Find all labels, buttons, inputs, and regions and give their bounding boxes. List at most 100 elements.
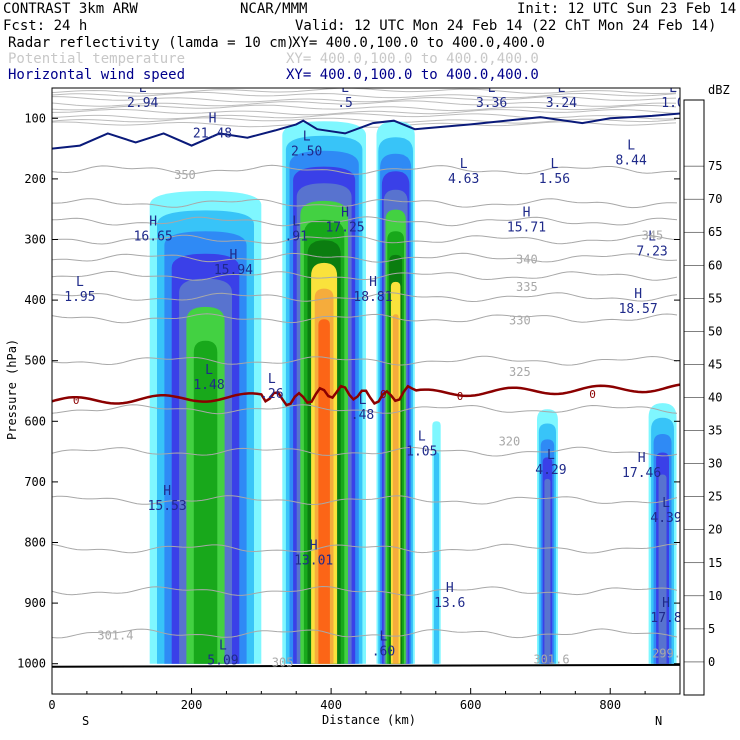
x-tick-label: 800 bbox=[599, 698, 621, 712]
cell-200-level-35 bbox=[193, 340, 218, 664]
theta-contour bbox=[52, 628, 678, 639]
theta-top-contour bbox=[52, 100, 677, 107]
extremum-type-H: H bbox=[634, 287, 642, 302]
extremum-type-H: H bbox=[163, 484, 171, 499]
theta-contour bbox=[52, 270, 678, 281]
theta-contour bbox=[52, 234, 678, 245]
header: CONTRAST 3km ARW NCAR/MMM Init: 12 UTC S… bbox=[3, 1, 736, 83]
y-tick-label: 300 bbox=[24, 233, 46, 247]
theta-labels: 350 345 340 335 330 325 320 301.4 301.6 299.6 305 bbox=[97, 168, 680, 670]
theta-contour bbox=[52, 446, 678, 457]
theta-contour bbox=[52, 355, 678, 366]
theta-contour bbox=[52, 292, 678, 303]
theta-contour bbox=[52, 313, 678, 324]
extremum-type-L: L bbox=[669, 81, 677, 96]
field-reflectivity-name: Radar reflectivity (lamda = 10 cm) bbox=[8, 35, 295, 51]
cell-490-level-50 bbox=[392, 314, 399, 664]
extremum-type-L: L bbox=[627, 139, 635, 154]
y-tick-label: 400 bbox=[24, 293, 46, 307]
colorbar-label: 15 bbox=[708, 556, 722, 570]
extremum-type-L: L bbox=[550, 157, 558, 172]
extremum-value: 2.50 bbox=[291, 145, 322, 160]
extremum-value: 17.8 bbox=[650, 611, 681, 626]
colorbar: dBZ 0 5 10 15 20 25 30 35 40 45 50 55 60 65 70 75 bbox=[683, 83, 730, 696]
colorbar-label: 0 bbox=[708, 655, 715, 669]
endpoint-left: S bbox=[82, 714, 89, 728]
extremum-type-H: H bbox=[638, 451, 646, 466]
field-wind-xy: XY= 400.0,100.0 to 400.0,400.0 bbox=[286, 67, 539, 83]
extremum-value: 17.46 bbox=[622, 466, 661, 481]
header-model: CONTRAST 3km ARW bbox=[3, 1, 138, 17]
extremum-value: 2.94 bbox=[127, 96, 158, 111]
extremum-value: .26 bbox=[260, 387, 283, 402]
theta-label: 345 bbox=[642, 229, 664, 243]
y-tick-label: 200 bbox=[24, 172, 46, 186]
cell-870-level-25 bbox=[658, 474, 667, 664]
extremum-value: .91 bbox=[284, 229, 307, 244]
extremum-value: 18.81 bbox=[353, 290, 392, 305]
extremum-value: 13.01 bbox=[294, 554, 333, 569]
field-wind-name: Horizontal wind speed bbox=[8, 67, 185, 83]
colorbar-label: 25 bbox=[708, 490, 722, 504]
extremum-value: 1.48 bbox=[193, 378, 224, 393]
colorbar-unit: dBZ bbox=[708, 83, 730, 97]
colorbar-label: 60 bbox=[708, 258, 722, 272]
theta-label: 335 bbox=[516, 280, 538, 294]
colorbar-label: 55 bbox=[708, 291, 722, 305]
axes: 100 200 300 400 500 600 700 800 900 1000 0 200 400 60… bbox=[17, 111, 680, 712]
theta-top-contour bbox=[52, 91, 677, 99]
extremum-value: 18.57 bbox=[619, 302, 658, 317]
colorbar-label: 70 bbox=[708, 192, 722, 206]
theta-top-contour bbox=[52, 117, 677, 124]
colorbar-label: 65 bbox=[708, 225, 722, 239]
freezing-level-label: 0 bbox=[73, 394, 80, 407]
theta-contours bbox=[52, 164, 678, 639]
extremum-type-L: L bbox=[380, 630, 388, 645]
extremum-value: 4.63 bbox=[448, 172, 479, 187]
extremum-type-L: L bbox=[292, 214, 300, 229]
x-tick-label: 400 bbox=[320, 698, 342, 712]
extremum-type-L: L bbox=[139, 81, 147, 96]
extremum-type-L: L bbox=[219, 639, 227, 654]
extremum-type-H: H bbox=[149, 214, 157, 229]
theta-dense-contours bbox=[52, 88, 677, 128]
colorbar-label: 40 bbox=[708, 391, 722, 405]
extremum-type-L: L bbox=[341, 81, 349, 96]
extremum-type-H: H bbox=[446, 581, 454, 596]
colorbar-label: 5 bbox=[708, 622, 715, 636]
wind-speed-contours bbox=[52, 112, 680, 150]
theta-contour bbox=[52, 585, 678, 596]
extremum-type-L: L bbox=[205, 363, 213, 378]
extremum-value: 3.36 bbox=[476, 96, 507, 111]
extremum-value: 15.53 bbox=[148, 499, 187, 514]
y-tick-label: 700 bbox=[24, 475, 46, 489]
extremum-value: 7.23 bbox=[636, 245, 667, 260]
theta-label: 340 bbox=[516, 253, 538, 267]
extremum-value: .60 bbox=[372, 645, 395, 660]
colorbar-label: 45 bbox=[708, 357, 722, 371]
cell-710-level-25 bbox=[544, 478, 551, 664]
colorbar-label: 30 bbox=[708, 457, 722, 471]
extremum-type-L: L bbox=[547, 448, 555, 463]
theta-label: 301.4 bbox=[97, 628, 133, 642]
extremum-type-L: L bbox=[460, 157, 468, 172]
theta-contour bbox=[52, 404, 678, 415]
freezing-level-label: 0 bbox=[589, 388, 596, 401]
theta-label: 325 bbox=[509, 365, 531, 379]
cell-370-level-55 bbox=[318, 319, 330, 664]
extremum-type-L: L bbox=[488, 81, 496, 96]
extremum-value: 1.0 bbox=[661, 96, 684, 111]
extremum-value: .48 bbox=[351, 408, 374, 423]
theta-contour bbox=[52, 543, 677, 554]
extremum-value: 21.48 bbox=[193, 126, 232, 141]
theta-top-contour bbox=[52, 96, 677, 103]
theta-label: 305 bbox=[272, 656, 294, 670]
extremum-value: 15.71 bbox=[507, 220, 546, 235]
extremum-type-H: H bbox=[369, 275, 377, 290]
extremum-type-H: H bbox=[209, 111, 217, 126]
theta-label: 350 bbox=[174, 168, 196, 182]
theta-label: 330 bbox=[509, 313, 531, 327]
x-axis-label: Distance (km) bbox=[322, 713, 416, 727]
freezing-level: 0 0 0 0 bbox=[52, 383, 680, 407]
